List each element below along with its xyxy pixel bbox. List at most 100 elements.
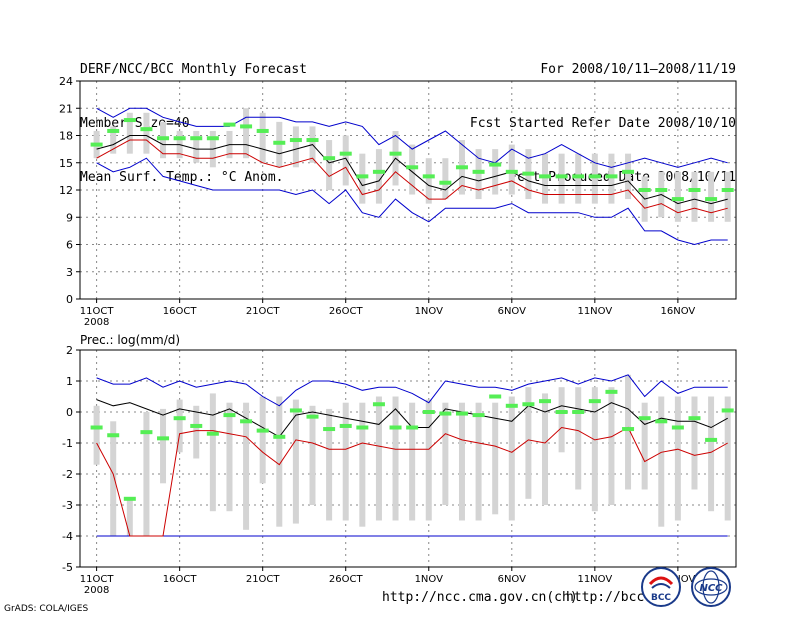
footer-url-bcc[interactable]: http://bcc. [566,590,653,605]
median-mark [638,416,651,421]
range-box [409,144,416,195]
lower-percentile-line [96,139,728,214]
x-tick-label: 21OCT [246,306,281,317]
median-mark [555,174,568,179]
median-mark [190,423,203,428]
median-mark [107,433,120,438]
range-box [93,405,100,465]
range-box [708,171,715,222]
median-mark [372,169,385,174]
median-mark [522,171,535,176]
range-box [492,402,499,515]
y-tick-label: 3 [66,266,73,279]
range-box [292,399,299,524]
range-box [126,498,133,536]
x-year-label: 2008 [84,317,109,328]
x-tick-label: 1NOV [415,306,444,317]
range-box [558,153,565,204]
range-box [442,402,449,505]
range-box [625,153,632,200]
median-mark [157,436,170,441]
envelope-max-line [96,107,728,168]
range-box [126,112,133,154]
median-mark [472,413,485,418]
range-box [591,387,598,512]
median-mark [372,402,385,407]
range-box [409,402,416,521]
median-mark [339,151,352,156]
median-mark [240,419,253,424]
median-mark [223,122,236,127]
median-mark [173,136,186,141]
median-mark [356,425,369,430]
range-box [243,108,250,159]
median-mark [289,408,302,413]
range-box [542,153,549,204]
ensemble-mean-line [96,135,728,205]
panel-title: Prec.: log(mm/d) [80,333,180,347]
x-tick-label: 16OCT [163,306,198,317]
range-box [492,149,499,195]
plot-frame [79,349,737,568]
y-tick-label: 21 [59,102,73,115]
variable-label: Mean Surf. Temp.: °C Anom. [80,170,284,185]
median-mark [140,430,153,435]
x-tick-label: 6NOV [498,574,527,585]
y-tick-label: 15 [59,157,73,170]
median-mark [107,128,120,133]
y-tick-label: 24 [59,75,73,88]
range-box [558,387,565,453]
median-mark [223,413,236,418]
range-box [608,387,615,505]
median-mark [140,127,153,132]
median-mark [588,399,601,404]
range-box [375,149,382,204]
range-box [326,140,333,190]
median-mark [289,138,302,143]
x-year-label: 2008 [84,585,109,596]
range-box [276,396,283,527]
range-box [575,387,582,490]
median-mark [339,423,352,428]
median-mark [705,437,718,442]
range-box [292,126,299,168]
median-mark [240,124,253,129]
median-mark [323,156,336,161]
range-box [724,396,731,521]
y-tick-label: 12 [59,184,73,197]
range-box [143,412,150,536]
median-mark [705,197,718,202]
range-box [309,405,316,505]
range-box [326,408,333,521]
median-mark [655,419,668,424]
bcc-logo-icon: BCC [641,567,681,607]
median-mark [439,180,452,185]
chart-panel-1: 0 3 6 9 12 15 18 21 24 11OCT 16OCT 21OCT 26OCT 1NOV 6N… [59,75,737,328]
median-mark [273,434,286,439]
x-tick-label: 16NOV [660,306,695,317]
median-mark [389,151,402,156]
median-mark [539,399,552,404]
median-mark [389,425,402,430]
range-box [342,135,349,186]
range-box [375,396,382,521]
range-box [209,393,216,512]
plot-frame [79,80,737,300]
range-box [193,405,200,459]
median-mark [356,174,369,179]
median-mark [605,389,618,394]
median-mark [638,188,651,192]
footer-url-ncc[interactable]: http://ncc.cma.gov.cn(ch) [382,590,578,605]
range-box [110,421,117,536]
median-mark [572,174,585,179]
range-box [475,149,482,200]
forecast-start-date: Fcst Started Refer Date 2008/10/10 [469,116,736,131]
y-tick-label: 1 [66,375,73,388]
median-mark [721,188,734,192]
median-mark [489,162,502,167]
y-tick-label: -5 [62,561,73,574]
median-mark [256,428,269,433]
median-mark [422,174,435,179]
median-mark [721,408,734,413]
x-tick-label: 11OCT [80,306,115,317]
